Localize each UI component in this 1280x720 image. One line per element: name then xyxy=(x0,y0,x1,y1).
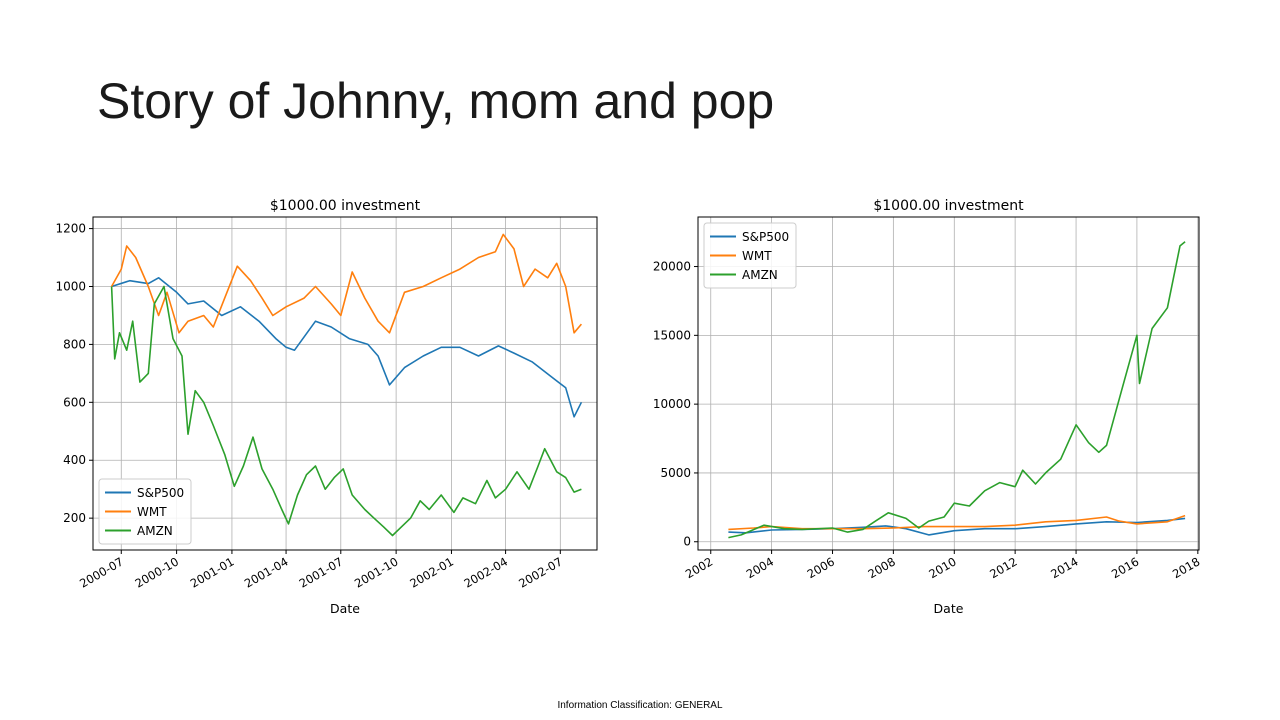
right-x-tick-label: 2018 xyxy=(1170,554,1202,581)
right-y-tick-label: 10000 xyxy=(653,397,691,411)
left-x-tick-label: 2000-07 xyxy=(77,554,126,590)
right-x-tick-label: 2016 xyxy=(1109,554,1141,581)
left-chart-title: $1000.00 investment xyxy=(270,198,421,214)
left-plot-frame xyxy=(92,216,598,551)
left-series-line-amzn xyxy=(110,285,582,537)
left-x-tick-label: 2001-04 xyxy=(242,554,291,590)
left-y-tick-label: 1000 xyxy=(55,279,86,293)
right-x-axis-label: Date xyxy=(934,601,964,616)
right-x-tick-label: 2008 xyxy=(866,554,898,581)
left-legend-label: AMZN xyxy=(137,524,173,538)
left-x-tick-label: 2001-01 xyxy=(188,554,237,590)
right-x-tick-label: 2002 xyxy=(683,554,715,581)
right-x-tick-label: 2012 xyxy=(987,554,1019,581)
right-x-tick-label: 2010 xyxy=(926,554,958,581)
left-x-tick-label: 2002-04 xyxy=(461,554,510,590)
left-legend-label: WMT xyxy=(137,505,167,519)
footer-classification: Information Classification: GENERAL xyxy=(557,700,723,711)
left-x-tick-label: 2002-07 xyxy=(516,554,565,590)
right-series-line-amzn xyxy=(728,241,1186,539)
left-legend-label: S&P500 xyxy=(137,486,184,500)
right-series-group xyxy=(728,241,1186,539)
left-x-tick-label: 2000-10 xyxy=(132,554,181,590)
right-y-tick-label: 20000 xyxy=(653,260,691,274)
right-y-tick-label: 15000 xyxy=(653,328,691,342)
right-series-line-wmt xyxy=(728,514,1186,531)
left-series-group xyxy=(110,233,583,537)
right-legend-box xyxy=(703,222,797,289)
right-chart-title: $1000.00 investment xyxy=(873,198,1024,214)
left-y-tick-label: 1200 xyxy=(55,222,86,236)
left-series-line-sp500 xyxy=(111,277,583,418)
left-legend-box xyxy=(98,478,192,545)
right-plot-frame xyxy=(697,216,1200,551)
left-x-axis-label: Date xyxy=(330,601,360,616)
chart-left-panel: 200 400 600 800 1000 1200 2000-07 2000-10 2001-0… xyxy=(40,190,610,620)
right-x-tick-label: 2004 xyxy=(744,554,776,581)
left-y-tick-label: 800 xyxy=(63,337,86,351)
left-y-tick-label: 600 xyxy=(63,395,86,409)
left-series-line-wmt xyxy=(110,233,583,334)
chart-right-panel: 0 5000 10000 15000 20000 2002 2004 2006 2008 2010… xyxy=(640,190,1220,620)
left-y-tick-label: 200 xyxy=(63,511,86,525)
left-y-tick-label: 400 xyxy=(63,453,86,467)
left-grid xyxy=(93,217,597,550)
right-x-tick-label: 2006 xyxy=(805,554,837,581)
right-y-tick-label: 5000 xyxy=(660,466,691,480)
chart-right-svg: 0 5000 10000 15000 20000 2002 2004 2006 2008 2010… xyxy=(653,198,1203,616)
right-legend-label: S&P500 xyxy=(742,230,789,244)
left-legend: S&P500 WMT AMZN xyxy=(98,478,192,545)
left-x-tick-label: 2001-10 xyxy=(352,554,401,590)
right-x-tick-label: 2014 xyxy=(1048,554,1080,581)
right-legend: S&P500 WMT AMZN xyxy=(703,222,797,289)
right-legend-label: AMZN xyxy=(742,268,778,282)
left-x-tick-label: 2002-01 xyxy=(407,554,456,590)
left-x-tick-label: 2001-07 xyxy=(297,554,346,590)
right-y-tick-label: 0 xyxy=(683,535,691,549)
slide-title: Story of Johnny, mom and pop xyxy=(97,73,775,129)
right-legend-label: WMT xyxy=(742,249,772,263)
